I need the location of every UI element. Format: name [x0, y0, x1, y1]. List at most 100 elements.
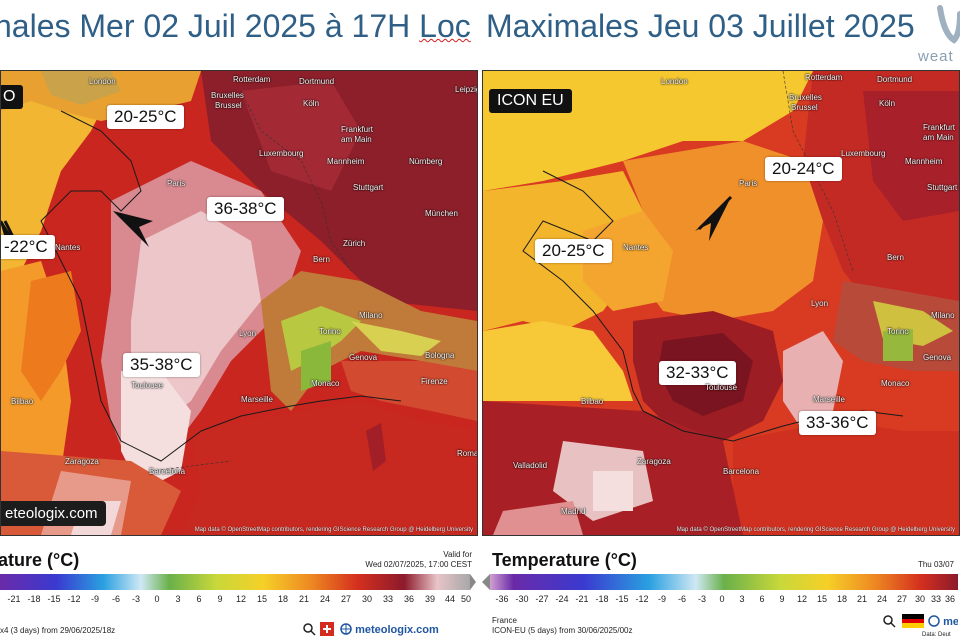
tick-label: 30	[914, 594, 926, 604]
tick-label: 6	[196, 594, 202, 604]
city-label: Barcelona	[723, 467, 760, 476]
city-label: Paris	[167, 179, 186, 188]
meteologix-brand[interactable]: meteologix.com	[340, 623, 439, 636]
model-run-info: x4 (3 days) from 29/06/2025/18z	[0, 626, 116, 635]
model-run-info: France ICON-EU (5 days) from 30/06/2025/0…	[492, 616, 633, 635]
tick-label: -30	[515, 594, 529, 604]
temp-range-label: 20-25°C	[107, 105, 184, 129]
tick-label: 50	[460, 594, 472, 604]
tick-label: 33	[382, 594, 394, 604]
city-label: Bologna	[425, 351, 455, 360]
city-label: Brussel	[791, 103, 818, 112]
tick-label: 21	[298, 594, 310, 604]
city-label: Luxembourg	[841, 149, 886, 158]
search-icon[interactable]	[302, 622, 316, 636]
search-icon[interactable]	[882, 614, 896, 628]
right-temperature-legend: Temperature (°C) Thu 03/07 -36 -30 -27 -	[482, 538, 958, 640]
city-label: Bruxelles	[789, 93, 822, 102]
tick-label: -12	[67, 594, 81, 604]
city-label: Torino	[319, 327, 341, 336]
city-label: Zaragoza	[637, 457, 671, 466]
map-credit: Map data © OpenStreetMap contributors, r…	[194, 527, 473, 533]
city-label: Frankfurt	[923, 123, 956, 132]
meteologix-brand[interactable]: me	[928, 615, 958, 628]
tick-label: -21	[7, 594, 21, 604]
tick-label: -36	[495, 594, 509, 604]
tick-label: 0	[719, 594, 725, 604]
globe-icon	[340, 623, 352, 635]
temp-range-label: 20-24°C	[765, 157, 842, 181]
tick-label: 39	[424, 594, 436, 604]
tick-label: 0	[154, 594, 160, 604]
right-temperature-map[interactable]: ICON EU 20-24°C 20-25°C 32-33°C 33-36°C …	[482, 70, 960, 536]
tick-label: -3	[131, 594, 141, 604]
tick-label: -27	[535, 594, 549, 604]
temp-range-label: 20-25°C	[535, 239, 612, 263]
swiss-flag-icon	[320, 622, 334, 636]
tick-label: 15	[816, 594, 828, 604]
tick-label: 6	[759, 594, 765, 604]
city-label: Genova	[349, 353, 378, 362]
tick-label: -15	[615, 594, 629, 604]
german-flag-icon	[902, 614, 924, 628]
city-label: Paris	[739, 179, 758, 188]
city-label: Milano	[931, 311, 955, 320]
city-label: Zürich	[343, 239, 366, 248]
city-label: Barcelona	[149, 467, 186, 476]
tick-label: -15	[47, 594, 61, 604]
weather-logo: weat	[910, 4, 960, 66]
city-label: Toulouse	[705, 383, 738, 392]
city-label: Zaragoza	[65, 457, 99, 466]
tick-label: 12	[235, 594, 247, 604]
city-label: Rotterdam	[805, 73, 843, 82]
city-label: Dortmund	[299, 77, 335, 86]
left-temperature-map[interactable]: O 20-25°C 36-38°C -22°C 35-38°C London R…	[0, 70, 478, 536]
city-label: Bilbao	[11, 397, 34, 406]
city-label: Leipzig	[455, 85, 478, 94]
city-label: am Main	[923, 133, 954, 142]
temp-range-label: 33-36°C	[799, 411, 876, 435]
city-label: Mannheim	[905, 157, 943, 166]
city-label: am Main	[341, 135, 372, 144]
map-credit: Map data © OpenStreetMap contributors, r…	[676, 527, 955, 533]
city-label: Dortmund	[877, 75, 913, 84]
temp-range-label: 36-38°C	[207, 197, 284, 221]
city-label: Valladolid	[513, 461, 548, 470]
tick-label: 36	[403, 594, 415, 604]
meteologix-watermark: eteologix.com	[1, 501, 106, 526]
city-label: Marseille	[241, 395, 274, 404]
city-label: Lyon	[811, 299, 829, 308]
temp-range-label: -22°C	[1, 235, 55, 259]
left-map-title: nales Mer 02 Juil 2025 à 17H Loc	[0, 8, 471, 44]
city-label: London	[89, 77, 116, 86]
model-badge: ICON EU	[489, 89, 572, 113]
city-label: Firenze	[421, 377, 448, 386]
model-badge: O	[1, 85, 24, 109]
tick-label: 12	[796, 594, 808, 604]
city-label: Monaco	[881, 379, 910, 388]
valid-time: Thu 03/07	[917, 560, 954, 569]
color-scale-bar	[0, 574, 476, 590]
city-label: Köln	[879, 99, 896, 108]
city-label: Brussel	[215, 101, 242, 110]
tick-label: 24	[876, 594, 888, 604]
tick-label: 33	[930, 594, 942, 604]
tick-label: 3	[739, 594, 745, 604]
scale-ticks: -36 -30 -27 -24 -21 -18 -15 -12 -9 -6 -3…	[482, 594, 958, 606]
tick-label: -6	[677, 594, 687, 604]
tick-label: -24	[555, 594, 569, 604]
tick-label: 18	[836, 594, 848, 604]
city-label: Nürnberg	[409, 157, 443, 166]
tick-label: 24	[319, 594, 331, 604]
city-label: Bern	[313, 255, 330, 264]
city-label: Stuttgart	[353, 183, 384, 192]
legend-title: ature (°C)	[0, 550, 80, 570]
city-label: München	[425, 209, 458, 218]
left-temperature-legend: ature (°C) Valid for Wed 02/07/2025, 17:0…	[0, 538, 476, 640]
tick-label: 18	[277, 594, 289, 604]
city-label: Nantes	[623, 243, 649, 252]
city-label: Rotterdam	[233, 75, 271, 84]
city-label: Milano	[359, 311, 383, 320]
city-label: Mannheim	[327, 157, 365, 166]
tick-label: -9	[657, 594, 667, 604]
